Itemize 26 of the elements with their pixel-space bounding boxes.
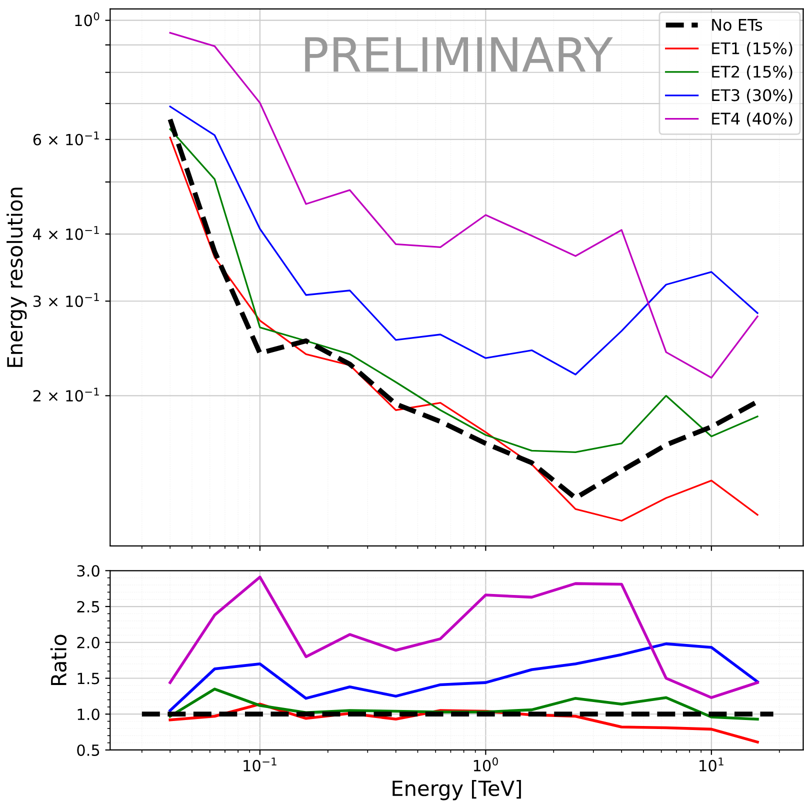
y-tick-label: 3.0 [77,565,100,577]
legend-label: ET3 (30%) [712,88,792,104]
y-tick-label: 0.5 [77,744,100,756]
line-series [168,642,759,712]
y-tick-label: 6 × 10$^{−1}$ [33,132,99,146]
x-tick-label: 10$^{1}$ [700,758,724,772]
y-tick-label: 10$^{0}$ [75,12,100,26]
x-tick-label: 10$^{−1}$ [244,758,276,772]
y-tick-label: 2.0 [77,636,100,648]
y-tick-label: 3 × 10$^{−1}$ [33,293,99,308]
legend-label: ET2 (15%) [712,65,792,80]
line-series [168,576,759,700]
legend-label: ET1 (15%) [712,42,792,56]
y-tick-label: 1.0 [78,708,100,720]
y-tick-label: 1.5 [78,672,100,684]
legend-label: No ETs [712,19,762,31]
x-tick-label: 10$^{0}$ [474,757,498,772]
y-tick-label: 2 × 10$^{−1}$ [33,388,99,402]
line-series [169,128,758,453]
y-tick-label: 4 × 10$^{−1}$ [33,226,99,240]
y-tick-label: 2.5 [77,600,100,613]
x-axis-title: Energy [TeV] [392,780,521,800]
y-axis-title: Ratio [50,634,67,686]
y-axis-title: Energy resolution [6,188,27,367]
annotation: PRELIMINARY [305,37,613,72]
legend-label: ET4 (40%) [712,112,792,127]
